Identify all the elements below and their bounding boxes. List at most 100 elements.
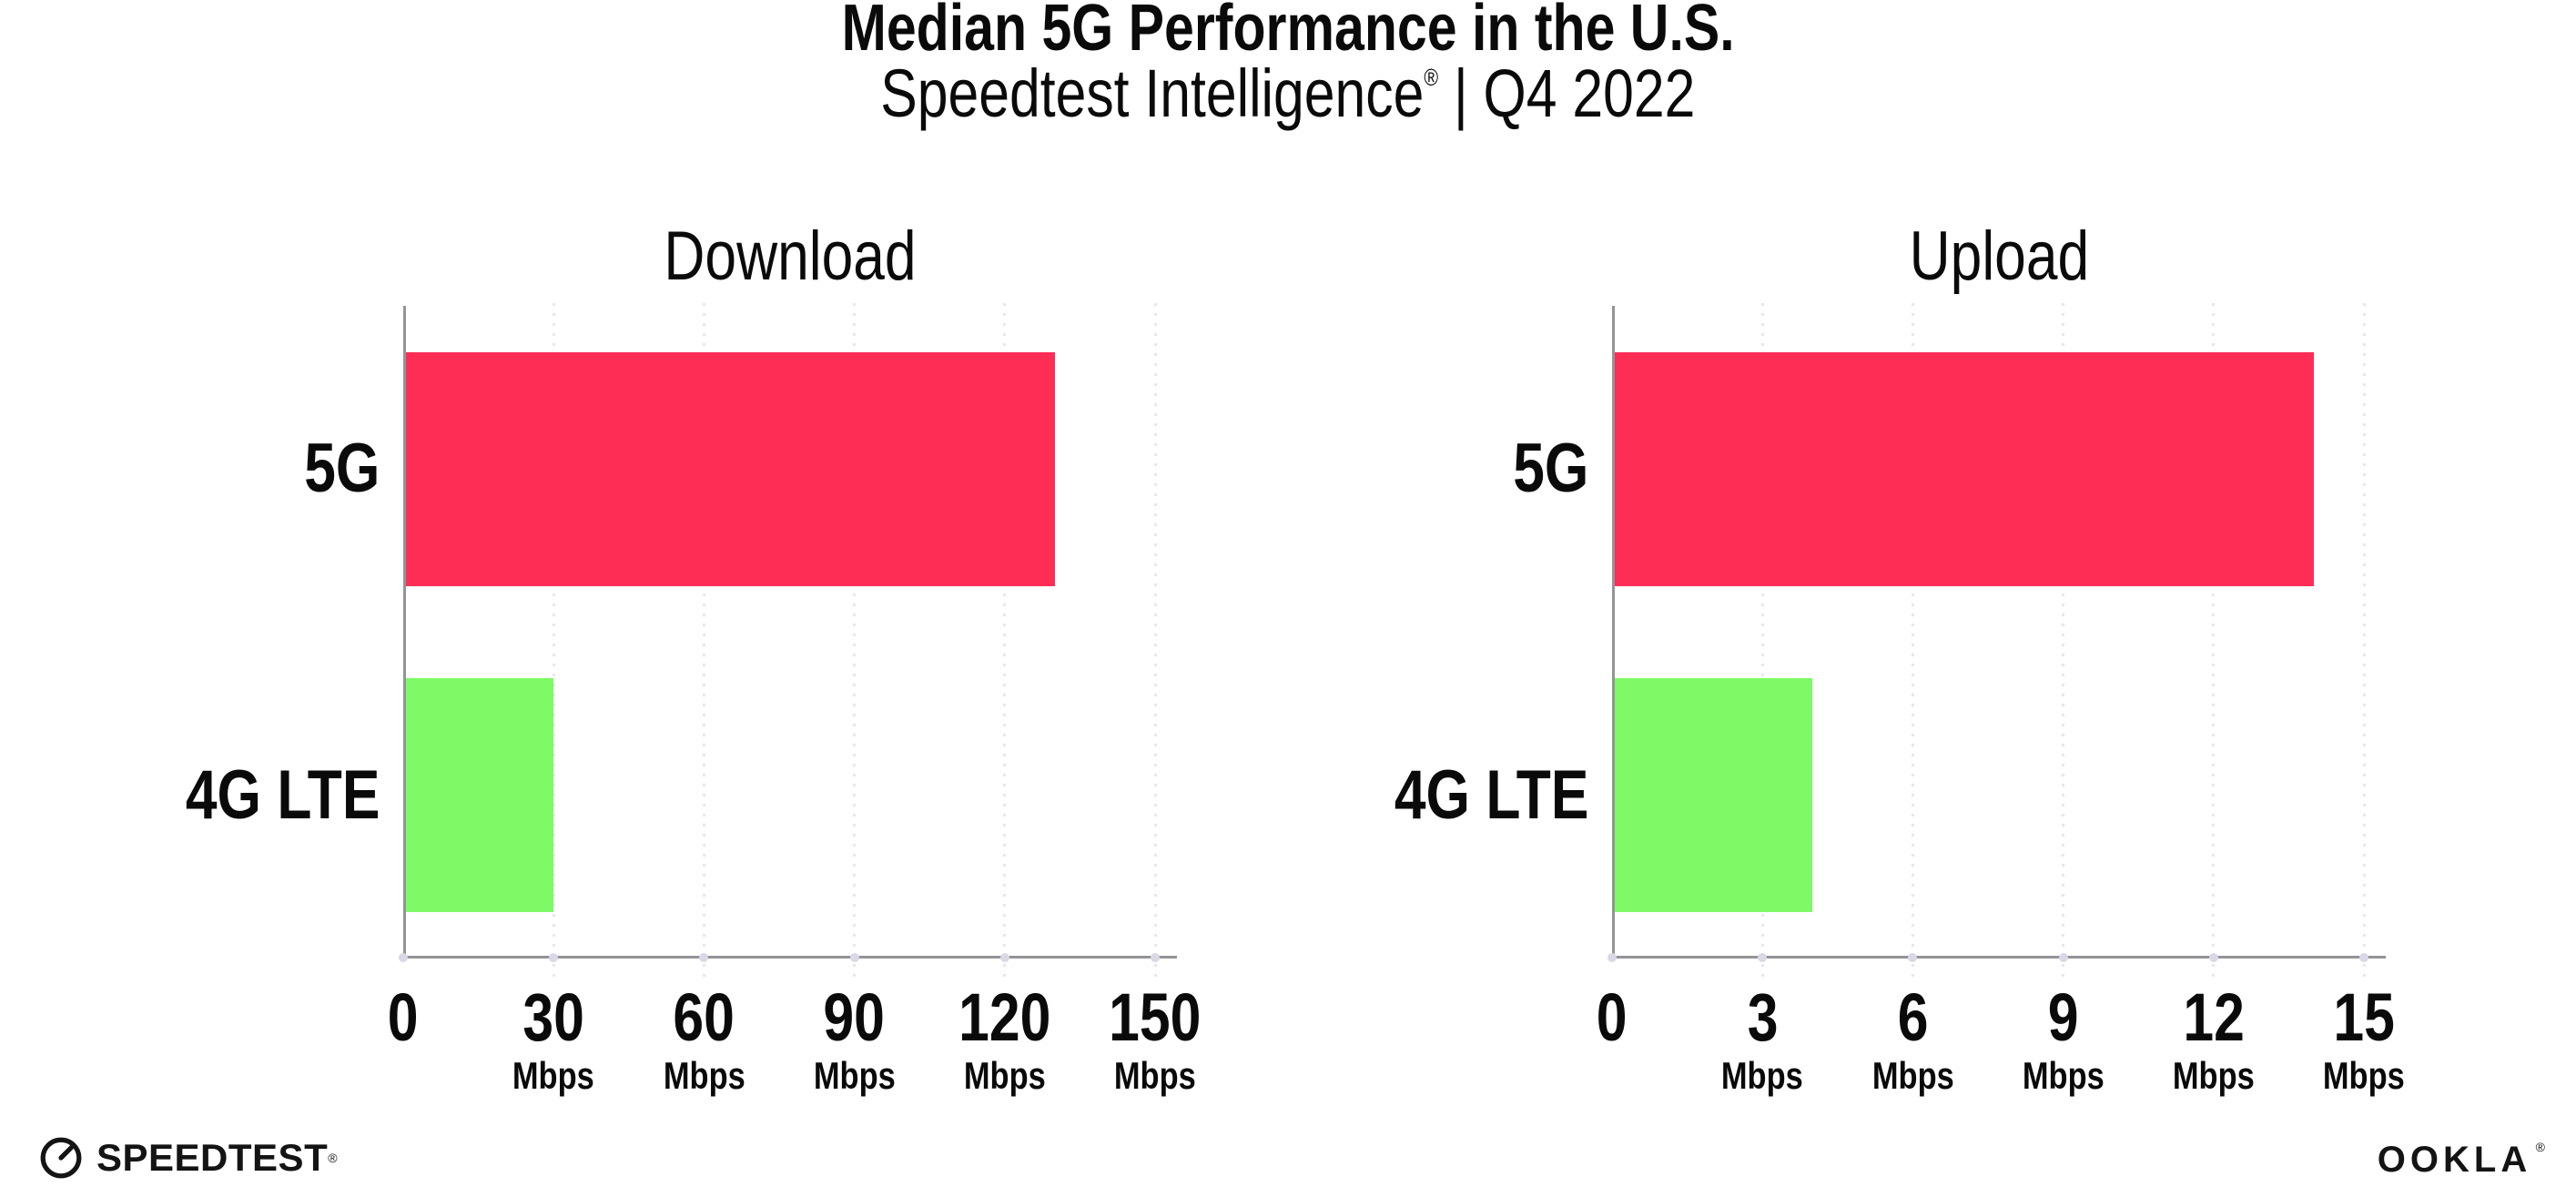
x-tick-label-15-text: 15 [2333,979,2395,1055]
gridline-6 [1911,303,1914,979]
page-title: Median 5G Performance in the U.S. [0,0,2576,65]
x-tick-label-60-text: 60 [673,979,735,1055]
bar-4g-lte [1615,678,1812,912]
bar-5g [1615,352,2314,586]
gridline-60 [702,303,705,979]
x-tick-unit-15-text: Mbps [2323,1054,2405,1097]
gridline-30 [552,303,555,979]
gridline-120 [1003,303,1007,979]
x-tick-label-3: 3 [1662,983,1862,1052]
x-tick-label-30: 30 [453,983,654,1052]
tick-dot-60 [699,952,709,962]
x-tick-label-6-text: 6 [1897,979,1929,1055]
category-label-4g-lte-text: 4G LTE [1394,756,1588,834]
x-tick-label-120-text: 120 [958,979,1051,1055]
tick-dot-9 [2058,952,2068,962]
gridline-9 [2062,303,2065,979]
tick-dot-0 [1607,952,1617,962]
speedtest-registered-mark: ® [328,1151,338,1165]
x-tick-label-90-text: 90 [823,979,886,1055]
tick-dot-15 [2359,952,2368,962]
bar-4g-lte [406,678,553,912]
x-tick-unit-6: Mbps [1812,1056,2013,1096]
gridline-90 [853,303,857,979]
registered-mark: ® [1424,64,1439,91]
x-tick-label-90: 90 [755,983,955,1052]
x-tick-label-9-text: 9 [2047,979,2079,1055]
x-tick-unit-90-text: Mbps [813,1054,896,1097]
ookla-logo: OOKLA ® [2378,1140,2545,1181]
chart-title-download: Download [664,218,917,295]
tick-dot-150 [1151,952,1160,962]
y-axis-line [403,306,406,959]
x-tick-label-6: 6 [1812,983,2013,1052]
x-tick-unit-60: Mbps [603,1056,804,1096]
x-tick-unit-9-text: Mbps [2022,1054,2104,1097]
x-tick-label-12-text: 12 [2183,979,2245,1055]
gridline-150 [1153,303,1157,979]
speedtest-wordmark: SPEEDTEST [96,1136,329,1179]
x-tick-unit-90: Mbps [755,1056,955,1096]
speedtest-gauge-icon [40,1137,82,1179]
tick-dot-90 [849,952,859,962]
x-tick-unit-30: Mbps [453,1056,654,1096]
subtitle-brand: Speedtest Intelligence [880,56,1425,131]
x-tick-label-120: 120 [905,983,1105,1052]
gridline-3 [1760,303,1764,979]
x-axis-line [403,956,1177,959]
subtitle-period: | Q4 2022 [1438,56,1696,131]
page-subtitle: Speedtest Intelligence® | Q4 2022 [0,47,2576,127]
x-tick-unit-120-text: Mbps [963,1054,1046,1097]
x-tick-label-60: 60 [603,983,804,1052]
x-tick-unit-3: Mbps [1662,1056,1862,1096]
page-title-text: Median 5G Performance in the U.S. [841,0,1735,65]
x-axis-line [1612,956,2386,959]
ookla-registered-mark: ® [2535,1140,2545,1154]
x-tick-unit-12: Mbps [2114,1056,2314,1096]
speedtest-logo: SPEEDTEST ® [38,1132,338,1183]
x-tick-label-3-text: 3 [1747,979,1779,1055]
category-label-5g: 5G [0,429,380,509]
x-tick-label-0: 0 [303,983,503,1052]
x-tick-unit-150-text: Mbps [1114,1054,1196,1097]
x-tick-unit-6-text: Mbps [1871,1054,1954,1097]
x-tick-label-30-text: 30 [522,979,584,1055]
category-label-4g-lte: 4G LTE [0,756,380,836]
ookla-wordmark: OOKLA [2377,1140,2532,1180]
x-tick-label-15: 15 [2264,983,2464,1052]
tick-dot-12 [2208,952,2218,962]
x-tick-label-9: 9 [1963,983,2164,1052]
x-tick-unit-9: Mbps [1963,1056,2164,1096]
y-axis-line [1612,306,1615,959]
x-tick-label-0-text: 0 [388,979,419,1055]
x-tick-label-150-text: 150 [1109,979,1202,1055]
gridline-12 [2212,303,2216,979]
x-tick-unit-12-text: Mbps [2172,1054,2255,1097]
x-tick-unit-120: Mbps [905,1056,1105,1096]
category-label-5g-text: 5G [1512,430,1588,507]
tick-dot-3 [1758,952,1768,962]
x-tick-label-12: 12 [2114,983,2314,1052]
x-tick-unit-150: Mbps [1055,1056,1255,1096]
bar-5g [406,352,1055,586]
x-tick-unit-60-text: Mbps [663,1054,745,1097]
tick-dot-6 [1908,952,1918,962]
tick-dot-120 [999,952,1009,962]
x-tick-label-0-text: 0 [1597,979,1628,1055]
tick-dot-0 [399,952,408,962]
x-tick-unit-3-text: Mbps [1721,1054,1804,1097]
chart-title-upload: Upload [1909,218,2089,295]
category-label-4g-lte-text: 4G LTE [185,756,380,834]
x-tick-label-150: 150 [1055,983,1255,1052]
category-label-5g: 5G [1206,429,1588,509]
tick-dot-30 [549,952,559,962]
category-label-4g-lte: 4G LTE [1206,756,1588,836]
x-tick-unit-30-text: Mbps [512,1054,595,1097]
gridline-15 [2362,303,2366,979]
x-tick-unit-15: Mbps [2264,1056,2464,1096]
x-tick-label-0: 0 [1512,983,1712,1052]
category-label-5g-text: 5G [303,430,380,507]
